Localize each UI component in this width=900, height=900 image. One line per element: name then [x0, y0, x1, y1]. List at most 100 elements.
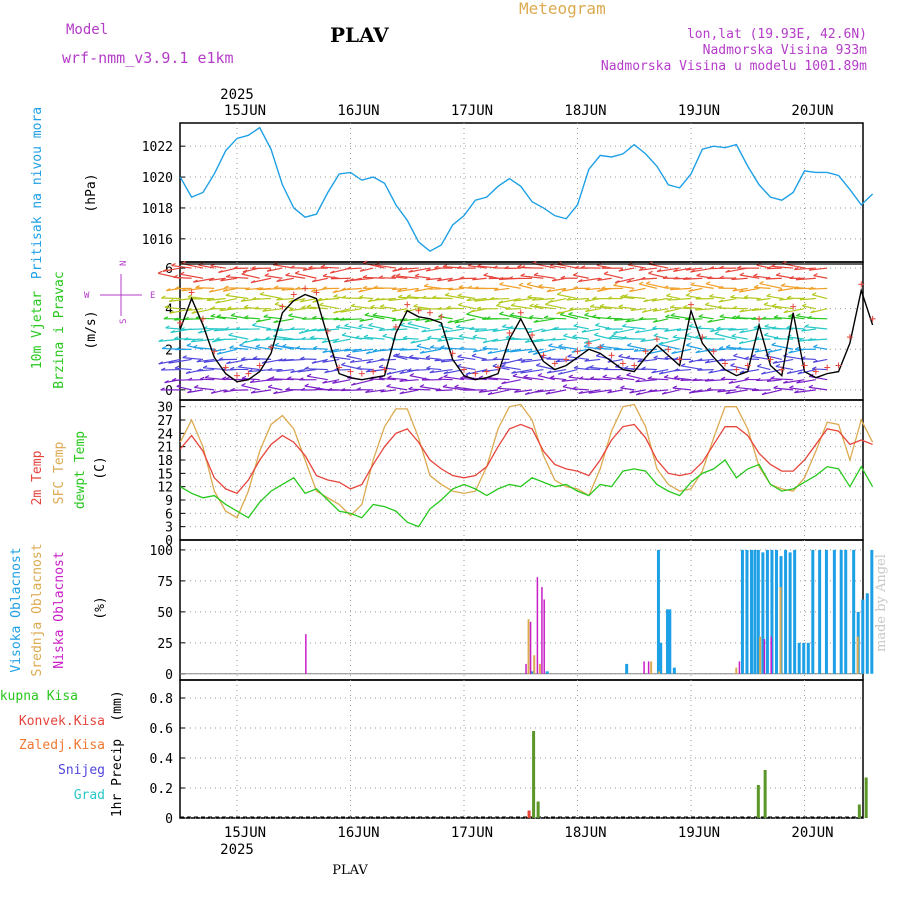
wind-arrow-head: [546, 356, 551, 360]
wind-arrow: [322, 275, 340, 279]
wind-arrow-head: [728, 380, 734, 384]
wind-arrow-head: [614, 280, 620, 284]
wind-arrow-head: [571, 349, 577, 353]
wind-arrow-head: [220, 278, 225, 282]
wind-arrow-head: [558, 371, 563, 375]
wind-arrow: [466, 313, 487, 320]
wind-arrow-head: [603, 271, 609, 275]
wind-arrow-head: [225, 292, 231, 296]
wind-arrow-head: [434, 265, 439, 269]
wind-arrow: [429, 368, 453, 374]
wind-arrow: [472, 277, 487, 281]
wind-arrow: [511, 368, 533, 374]
wind-arrow: [658, 338, 680, 345]
wind-arrow-head: [626, 279, 631, 283]
wind-arrow: [244, 317, 260, 320]
wind-arrow-head: [584, 358, 589, 362]
wind-arrow-head: [442, 264, 448, 268]
wind-arrow-head: [438, 314, 443, 318]
panel-pressure: 1016 1018 1020 1022: [142, 122, 864, 263]
y-tick-label: 0.4: [150, 752, 174, 767]
wind-arrow-head: [173, 317, 179, 321]
wind-arrow: [558, 345, 578, 350]
wind-arrow-head: [796, 313, 801, 317]
wind-arrow-head: [589, 304, 595, 308]
wind-arrow-head: [688, 288, 693, 292]
wind-arrow: [332, 338, 351, 344]
wind-arrow-head: [652, 325, 657, 329]
wind-arrow: [771, 265, 794, 269]
wind-arrow: [372, 314, 396, 320]
wind-arrow: [490, 297, 510, 300]
wind-arrow-head: [486, 316, 491, 320]
wind-arrow: [273, 318, 294, 324]
wind-arrow: [578, 277, 601, 283]
wind-arrow-head: [391, 308, 397, 312]
wind-arrow-head: [641, 366, 646, 370]
wind-arrow-head: [457, 293, 463, 297]
wind-arrow-head: [630, 307, 636, 311]
wind-arrow: [336, 326, 351, 330]
wind-arrow: [445, 294, 465, 300]
wind-arrow: [230, 389, 249, 391]
wind-arrow-head: [686, 342, 691, 346]
wind-arrow-head: [736, 265, 742, 269]
wind-arrow-head: [391, 318, 397, 322]
wind-arrow: [238, 366, 260, 371]
wind-arrow-head: [651, 298, 657, 302]
wind-arrow-head: [583, 340, 589, 344]
y-tick-label: 18: [157, 454, 173, 469]
wind-arrow: [702, 337, 726, 340]
wind-arrow-head: [802, 303, 807, 307]
wind-arrow: [623, 295, 646, 300]
wind-arrow: [730, 296, 748, 300]
wind-arrow: [435, 389, 453, 392]
wind-arrow: [176, 385, 192, 391]
wind-arrow: [369, 378, 385, 381]
wind-arrow-head: [365, 389, 370, 393]
wind-arrow-head: [358, 294, 364, 299]
wind-arrow-head: [157, 270, 163, 274]
wind-arrow: [288, 315, 306, 320]
wind-arrow-head: [706, 387, 712, 391]
cloud-bar: [832, 549, 836, 674]
wind-arrow-head: [392, 286, 397, 291]
wind-arrow-head: [395, 273, 401, 277]
precip-legend-hail: Grad: [74, 788, 105, 803]
cloud-series-0: [530, 549, 874, 674]
wind-arrow-head: [365, 369, 371, 373]
wind-arrow: [297, 368, 317, 373]
wind-arrow-head: [281, 287, 286, 291]
wind-arrow-head: [529, 303, 534, 307]
wind-arrow-head: [637, 359, 642, 363]
wind-arrow-head: [756, 297, 761, 301]
wind-arrow: [473, 348, 487, 353]
wind-arrow-head: [312, 315, 317, 319]
wind-arrow-head: [685, 316, 690, 321]
wind-arrow-head: [437, 306, 442, 310]
cloud-bar: [852, 549, 856, 674]
wind-arrow: [442, 386, 465, 391]
wind-arrow: [241, 384, 260, 391]
wind-arrow-head: [670, 312, 676, 317]
wind-arrow: [454, 386, 476, 391]
y-tick-label: 1018: [142, 202, 173, 217]
wind-arrow-head: [672, 385, 678, 389]
wind-arrow: [379, 358, 396, 361]
wind-arrow-head: [532, 260, 537, 264]
wind-arrow: [395, 355, 419, 361]
wind-arrow-head: [730, 363, 735, 367]
wind-arrow-head: [548, 343, 553, 347]
wind-arrow-head: [771, 326, 776, 330]
wind-arrow-head: [306, 304, 312, 308]
wind-arrow: [273, 389, 294, 395]
wind-arrow: [651, 368, 669, 374]
wind-arrow-head: [673, 375, 679, 379]
bottom-day-label: 17JUN: [451, 825, 493, 841]
wind-arrow: [807, 317, 828, 320]
wind-arrow-head: [717, 305, 722, 309]
wind-arrow-head: [262, 308, 267, 312]
dewpt-side-label: dewpt Temp: [73, 431, 88, 509]
wind-arrow-head: [311, 360, 317, 364]
wind-arrow-head: [170, 330, 175, 334]
